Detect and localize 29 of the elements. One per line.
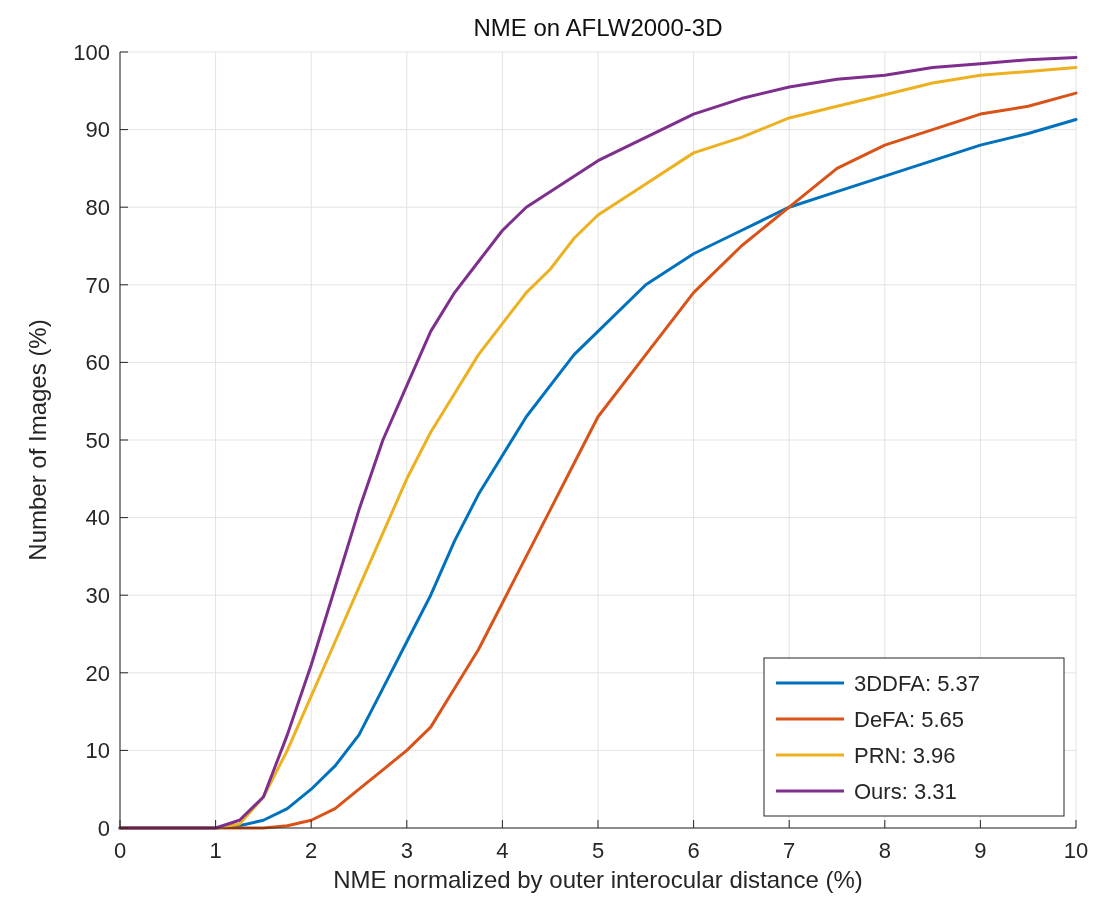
x-tick-label: 10 <box>1063 838 1089 863</box>
y-tick-label: 80 <box>85 194 110 220</box>
y-tick-label: 20 <box>85 660 110 686</box>
x-tick-label: 8 <box>878 838 891 863</box>
x-tick-label: 6 <box>687 838 700 863</box>
y-tick-label: 30 <box>85 582 110 608</box>
y-tick-label: 60 <box>85 350 110 376</box>
chart-title: NME on AFLW2000-3D <box>473 14 723 41</box>
y-tick-label: 50 <box>85 427 110 453</box>
x-tick-label: 1 <box>209 838 222 863</box>
y-tick-label: 100 <box>73 39 110 65</box>
y-tick-label: 40 <box>85 505 110 531</box>
x-tick-label: 5 <box>591 838 605 863</box>
y-axis-title: Number of Images (%) <box>24 319 51 561</box>
legend-label: DeFA: 5.65 <box>854 706 965 732</box>
y-tick-label: 70 <box>85 272 110 298</box>
legend-label: 3DDFA: 5.37 <box>854 670 980 696</box>
x-tick-label: 3 <box>400 838 413 863</box>
y-tick-label: 0 <box>97 815 110 841</box>
y-tick-label: 90 <box>85 117 110 143</box>
y-tick-label: 10 <box>85 738 110 764</box>
x-tick-label: 7 <box>783 838 796 863</box>
x-tick-label: 4 <box>496 838 509 863</box>
x-tick-label: 2 <box>305 838 318 863</box>
legend-label: Ours: 3.31 <box>854 778 957 804</box>
x-tick-label: 0 <box>113 838 127 863</box>
legend-label: PRN: 3.96 <box>854 742 956 768</box>
x-tick-label: 9 <box>974 838 987 863</box>
x-axis-title: NME normalized by outer interocular distance (%) <box>333 866 863 893</box>
